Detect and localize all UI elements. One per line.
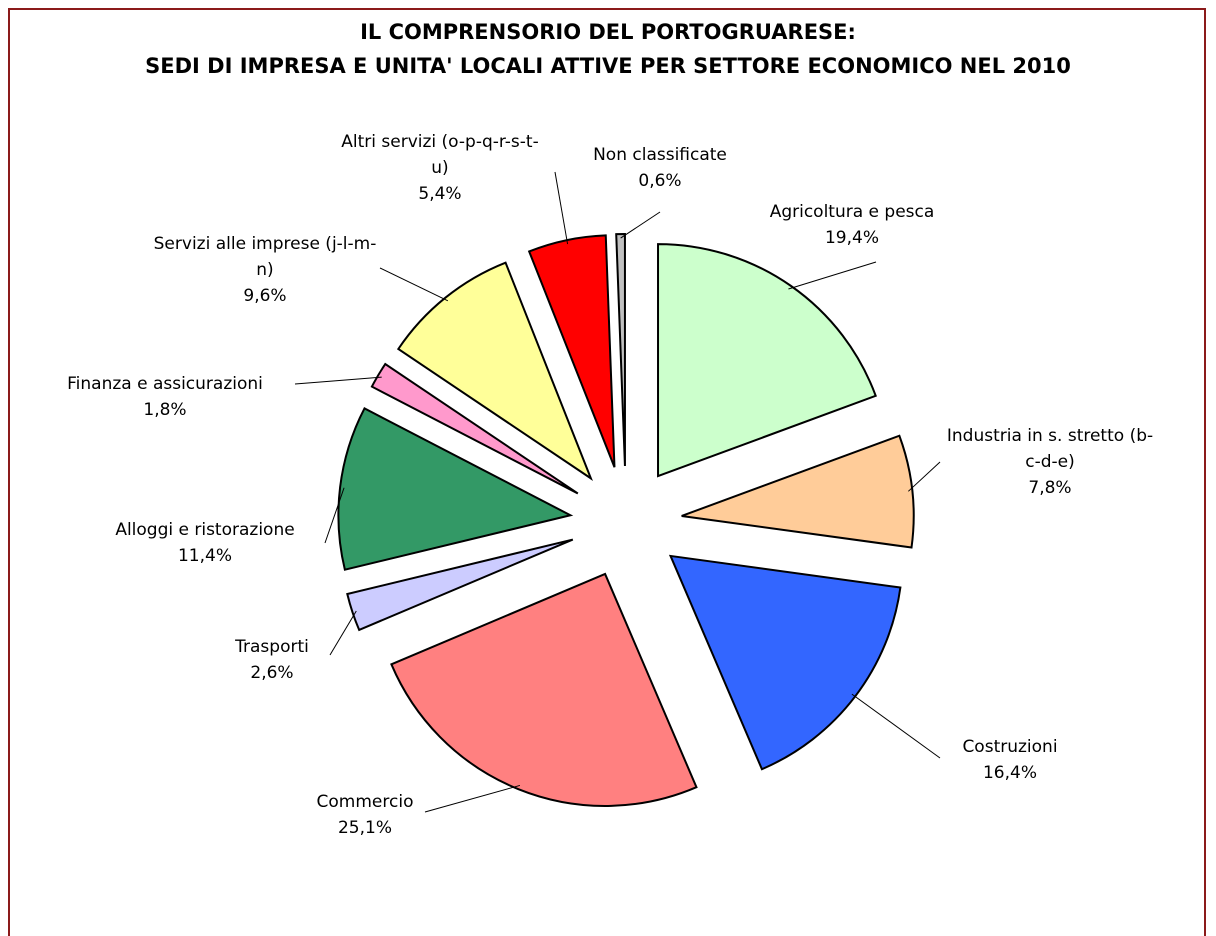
leader-line	[554, 171, 569, 245]
leader-line	[907, 461, 941, 492]
category-label: Servizi alle imprese (j-l-m-n)	[153, 234, 377, 280]
leader-line	[379, 267, 449, 302]
leader-line	[294, 376, 382, 385]
slice-label: Servizi alle imprese (j-l-m-n) 9,6%	[151, 231, 379, 309]
slice-label: Alloggi e ristorazione 11,4%	[80, 517, 330, 569]
category-label: Agricoltura e pesca	[769, 202, 935, 222]
pie-slice	[668, 554, 902, 771]
value-label: 2,6%	[250, 663, 294, 683]
slice-label: Industria in s. stretto (b-c-d-e) 7,8%	[943, 423, 1158, 501]
value-label: 19,4%	[824, 228, 879, 248]
value-label: 11,4%	[177, 546, 232, 566]
category-label: Industria in s. stretto (b-c-d-e)	[946, 426, 1154, 472]
slice-label: Commercio 25,1%	[265, 789, 465, 841]
leader-line	[620, 211, 661, 239]
value-label: 16,4%	[982, 763, 1037, 783]
pie-slice	[370, 362, 579, 495]
leader-line	[324, 487, 345, 544]
category-label: Altri servizi (o-p-q-r-s-t-u)	[341, 132, 539, 178]
frame	[8, 8, 1206, 936]
pie-slice	[337, 407, 574, 571]
pie-slice	[681, 434, 915, 549]
category-label: Non classificate	[593, 145, 727, 165]
slice-label: Agricoltura e pesca 19,4%	[752, 199, 952, 251]
category-label: Costruzioni	[962, 737, 1058, 757]
chart-title: IL COMPRENSORIO DEL PORTOGRUARESE:	[360, 20, 856, 44]
slice-label: Non classificate 0,6%	[560, 142, 760, 194]
value-label: 25,1%	[337, 818, 392, 838]
slice-label: Costruzioni 16,4%	[910, 734, 1110, 786]
slice-label: Trasporti 2,6%	[172, 634, 372, 686]
category-label: Finanza e assicurazioni	[67, 374, 263, 394]
pie-slice	[390, 572, 698, 807]
pie-slice	[657, 243, 878, 478]
value-label: 5,4%	[418, 184, 462, 204]
pie-slice	[615, 233, 626, 467]
value-label: 1,8%	[143, 400, 187, 420]
value-label: 7,8%	[1028, 478, 1072, 498]
value-label: 0,6%	[638, 171, 682, 191]
leader-line	[851, 693, 941, 759]
leader-line	[424, 784, 521, 813]
slice-label: Altri servizi (o-p-q-r-s-t-u) 5,4%	[334, 129, 546, 207]
category-label: Commercio	[316, 792, 414, 812]
pie-slice	[346, 538, 574, 632]
slice-label: Finanza e assicurazioni 1,8%	[40, 371, 290, 423]
category-label: Alloggi e ristorazione	[115, 520, 295, 540]
chart-subtitle: SEDI DI IMPRESA E UNITA' LOCALI ATTIVE P…	[145, 54, 1071, 78]
value-label: 9,6%	[243, 286, 287, 306]
category-label: Trasporti	[235, 637, 309, 657]
leader-line	[788, 261, 877, 290]
leader-line	[329, 610, 357, 656]
pie-slice	[396, 261, 593, 482]
